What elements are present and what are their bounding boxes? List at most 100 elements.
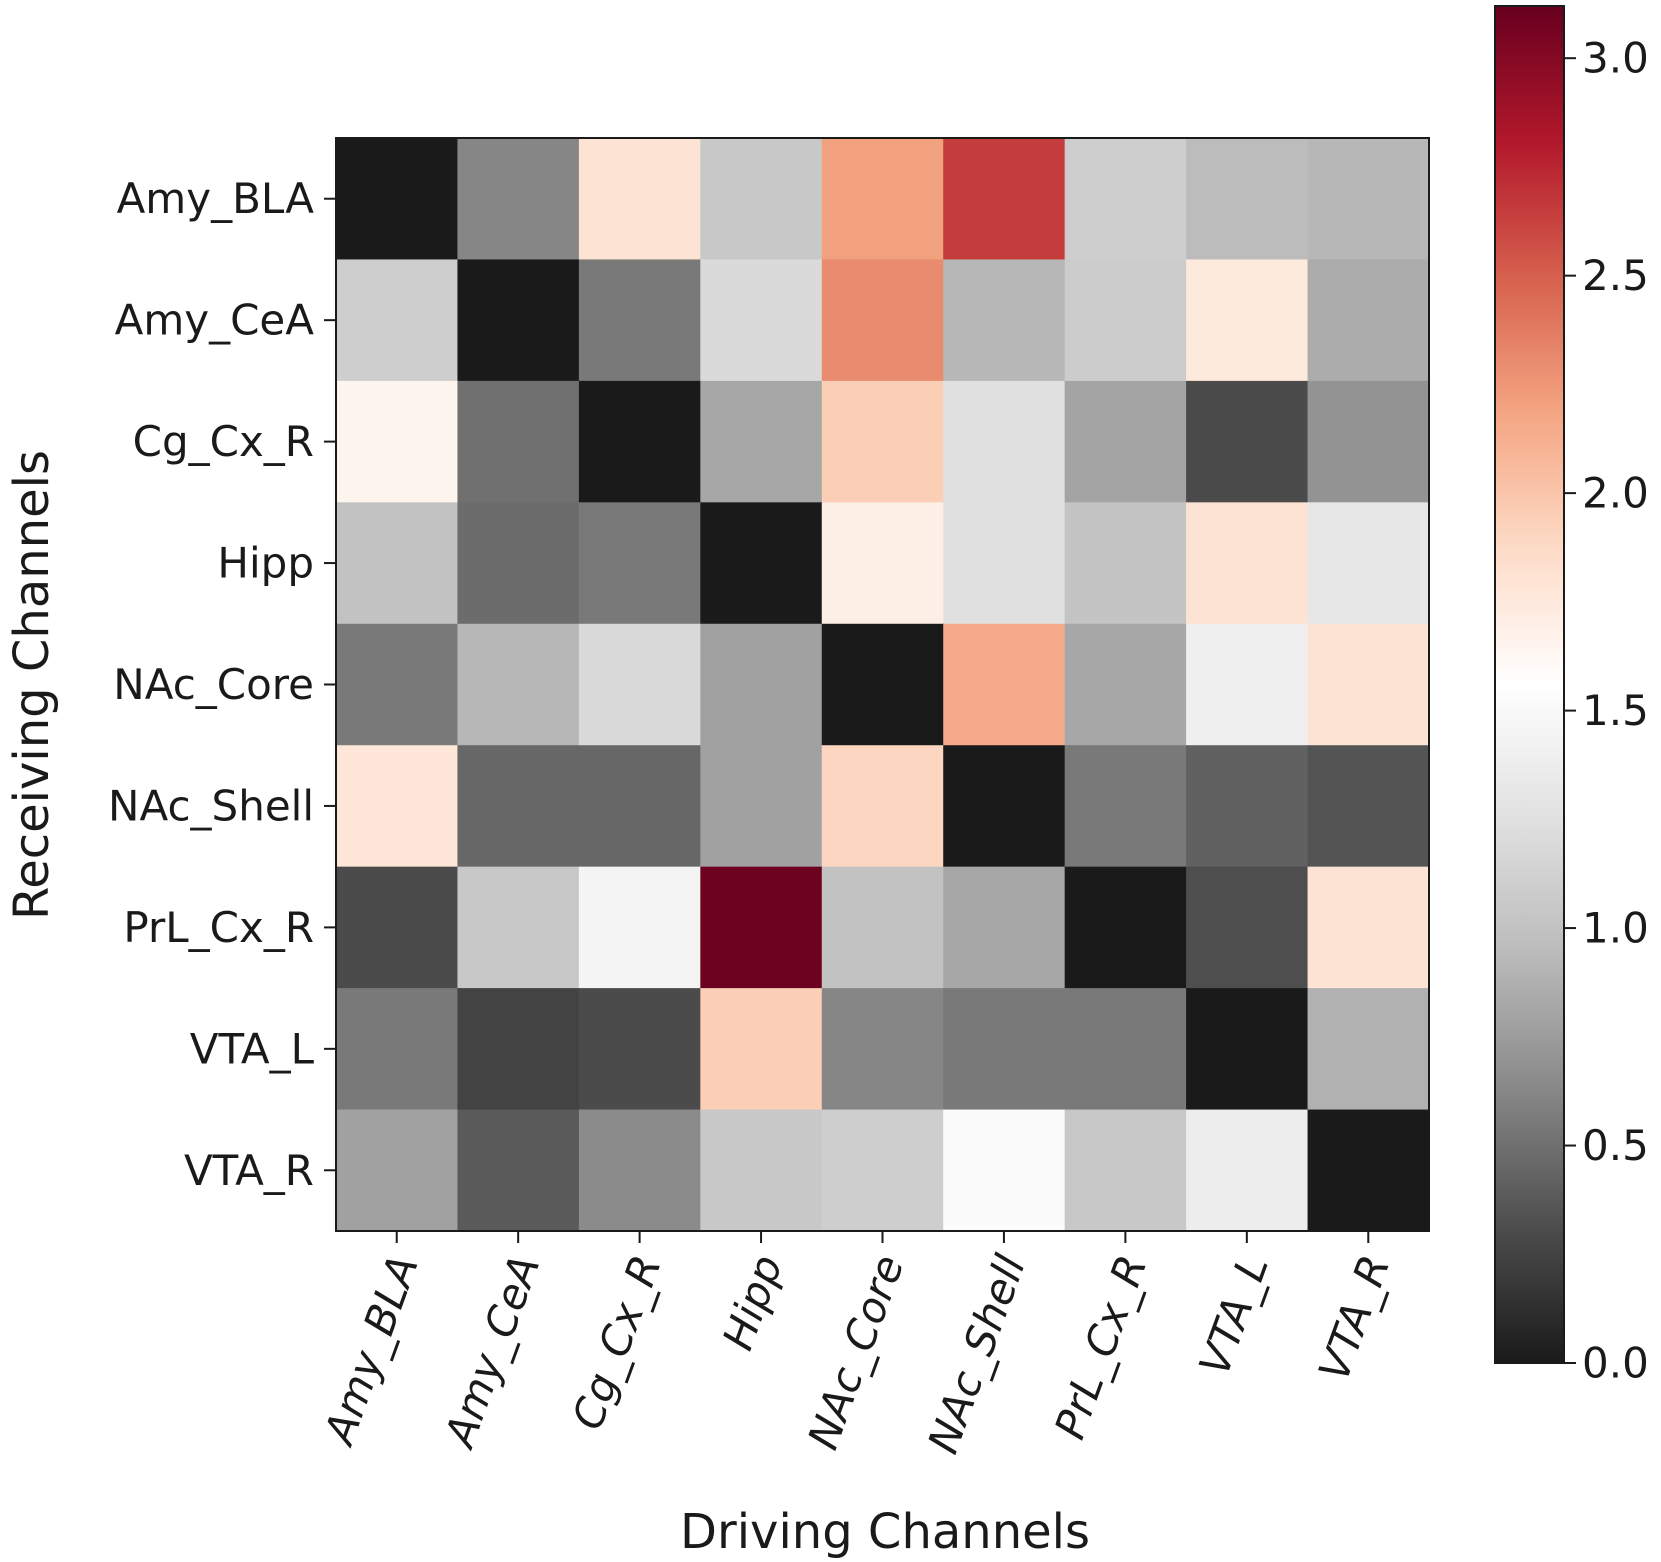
colorbar: [1494, 5, 1565, 1364]
heatmap-cell: [578, 866, 701, 989]
x-axis-title: Driving Channels: [680, 1504, 1090, 1560]
heatmap-cell: [336, 138, 459, 261]
y-tick-label: Amy_CeA: [115, 296, 315, 345]
heatmap-cell: [821, 866, 944, 989]
heatmap-cell: [943, 502, 1066, 625]
heatmap-cell: [943, 380, 1066, 503]
colorbar-ticks: 0.0 0.5 1.0 1.5 2.0 2.5 3.0: [1564, 34, 1649, 1388]
heatmap-cell: [1186, 745, 1309, 868]
heatmap-cell: [1186, 138, 1309, 261]
heatmap-cell: [943, 623, 1066, 746]
heatmap-cell: [1307, 745, 1430, 868]
heatmap-cell: [336, 380, 459, 503]
heatmap-cell: [700, 1109, 823, 1232]
heatmap-cell: [1307, 380, 1430, 503]
heatmap-cell: [821, 138, 944, 261]
y-axis-title: Receiving Channels: [4, 450, 60, 920]
heatmap-cell: [1307, 259, 1430, 382]
heatmap-cell: [1186, 1109, 1309, 1232]
heatmap-cell: [457, 502, 580, 625]
heatmap-cell: [1307, 1109, 1430, 1232]
heatmap-cell: [1186, 866, 1309, 989]
heatmap-cell: [1064, 866, 1187, 989]
heatmap-cell: [1064, 138, 1187, 261]
heatmap-cell: [700, 866, 823, 989]
heatmap-cell: [578, 745, 701, 868]
y-tick-label: Amy_BLA: [117, 174, 315, 223]
x-tick-label: VTA_L: [1190, 1249, 1278, 1382]
x-tick-label: Hipp: [713, 1249, 792, 1357]
heatmap-cell: [578, 988, 701, 1111]
heatmap-cell: [336, 1109, 459, 1232]
heatmap-cell: [943, 866, 1066, 989]
heatmap-cell: [457, 623, 580, 746]
x-tick-label: NAc_Core: [798, 1249, 913, 1456]
heatmap-cell: [821, 259, 944, 382]
heatmap-cell: [336, 502, 459, 625]
heatmap-cell: [1186, 502, 1309, 625]
y-tick-label: PrL_Cx_R: [123, 903, 314, 952]
x-tick-label: Amy_BLA: [313, 1249, 427, 1453]
heatmap-cell: [943, 138, 1066, 261]
heatmap-cell: [700, 623, 823, 746]
heatmap-cell: [457, 259, 580, 382]
heatmap-cells: [336, 138, 1430, 1232]
heatmap-cell: [1307, 502, 1430, 625]
heatmap-cell: [336, 259, 459, 382]
heatmap-cell: [1064, 502, 1187, 625]
heatmap-cell: [700, 259, 823, 382]
colorbar-tick-label: 0.0: [1582, 1339, 1649, 1388]
heatmap-cell: [336, 988, 459, 1111]
heatmap-cell: [336, 866, 459, 989]
heatmap-cell: [943, 988, 1066, 1111]
x-tick-label: NAc_Shell: [918, 1248, 1035, 1459]
heatmap-cell: [336, 745, 459, 868]
heatmap-cell: [700, 988, 823, 1111]
heatmap-cell: [1307, 623, 1430, 746]
x-tick-label: Cg_Cx_R: [563, 1249, 671, 1436]
x-tick-label: PrL_Cx_R: [1045, 1249, 1156, 1446]
heatmap-cell: [821, 502, 944, 625]
heatmap-cell: [578, 623, 701, 746]
heatmap-cell: [821, 380, 944, 503]
heatmap-cell: [821, 623, 944, 746]
heatmap-cell: [943, 745, 1066, 868]
heatmap-cell: [1064, 380, 1187, 503]
colorbar-tick-label: 1.5: [1582, 686, 1649, 735]
heatmap-cell: [821, 988, 944, 1111]
heatmap-cell: [700, 380, 823, 503]
heatmap-cell: [457, 1109, 580, 1232]
heatmap-cell: [457, 745, 580, 868]
heatmap-cell: [1307, 138, 1430, 261]
heatmap-cell: [457, 380, 580, 503]
y-tick-label: Hipp: [217, 539, 314, 588]
heatmap-cell: [1186, 380, 1309, 503]
heatmap-cell: [457, 866, 580, 989]
heatmap-cell: [1064, 623, 1187, 746]
colorbar-tick-label: 3.0: [1582, 34, 1649, 83]
heatmap-cell: [821, 1109, 944, 1232]
colorbar-tick-label: 0.5: [1582, 1121, 1649, 1170]
heatmap-cell: [1186, 623, 1309, 746]
heatmap-cell: [578, 138, 701, 261]
y-tick-label: VTA_R: [184, 1146, 314, 1195]
heatmap-cell: [1186, 988, 1309, 1111]
heatmap-cell: [578, 259, 701, 382]
y-tick-label: NAc_Core: [113, 660, 314, 709]
heatmap-cell: [1186, 259, 1309, 382]
y-axis-ticks: Amy_BLA Amy_CeA Cg_Cx_R Hipp NAc_Core NAc_She…: [108, 174, 336, 1195]
x-tick-label: Amy_CeA: [434, 1249, 549, 1456]
heatmap-cell: [457, 138, 580, 261]
heatmap-cell: [1064, 1109, 1187, 1232]
heatmap-cell: [578, 1109, 701, 1232]
heatmap-cell: [821, 745, 944, 868]
y-tick-label: Cg_Cx_R: [133, 417, 314, 466]
heatmap-cell: [700, 745, 823, 868]
y-tick-label: NAc_Shell: [108, 781, 314, 830]
heatmap-cell: [578, 380, 701, 503]
heatmap-cell: [943, 259, 1066, 382]
heatmap-cell: [1307, 988, 1430, 1111]
heatmap-cell: [1064, 745, 1187, 868]
heatmap-cell: [1307, 866, 1430, 989]
